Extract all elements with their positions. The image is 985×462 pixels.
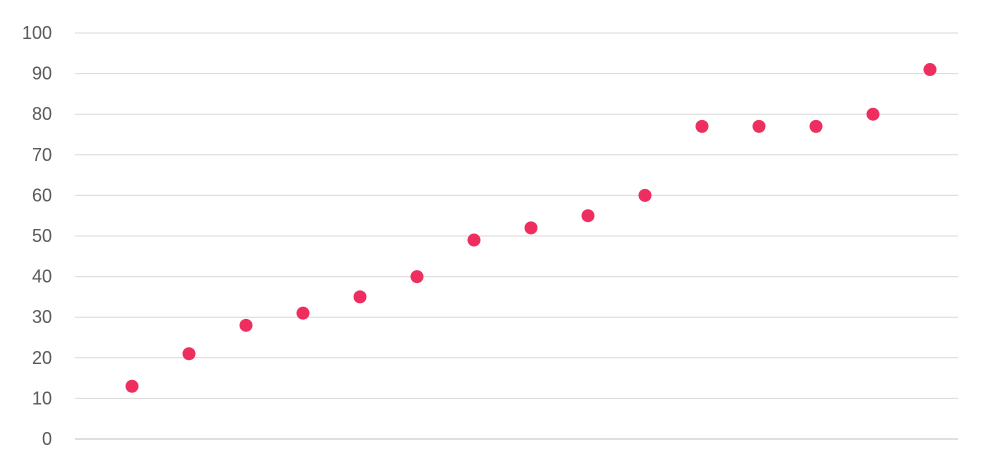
- y-tick-label: 90: [32, 64, 52, 84]
- y-tick-label: 70: [32, 145, 52, 165]
- y-tick-label: 40: [32, 267, 52, 287]
- data-point: [467, 233, 481, 247]
- y-tick-label: 0: [42, 429, 52, 449]
- data-point: [296, 306, 310, 320]
- data-point: [125, 379, 139, 393]
- y-tick-label: 30: [32, 307, 52, 327]
- data-point: [182, 347, 196, 361]
- data-point: [752, 119, 766, 133]
- y-tick-label: 80: [32, 104, 52, 124]
- data-point: [239, 318, 253, 332]
- y-axis-tick-labels: 0 10 20 30 40 50 60 70 80 90 100: [22, 23, 52, 449]
- y-tick-label: 60: [32, 185, 52, 205]
- data-point: [581, 209, 595, 223]
- data-point: [923, 63, 937, 77]
- y-tick-label: 20: [32, 348, 52, 368]
- data-point: [638, 188, 652, 202]
- data-point: [524, 221, 538, 235]
- data-point: [410, 270, 424, 284]
- data-point: [809, 119, 823, 133]
- y-tick-label: 10: [32, 388, 52, 408]
- y-tick-label: 50: [32, 226, 52, 246]
- data-points: [125, 63, 937, 393]
- data-point: [695, 119, 709, 133]
- data-point: [866, 107, 880, 121]
- gridlines: [75, 32, 958, 440]
- data-point: [353, 290, 367, 304]
- y-tick-label: 100: [22, 23, 52, 43]
